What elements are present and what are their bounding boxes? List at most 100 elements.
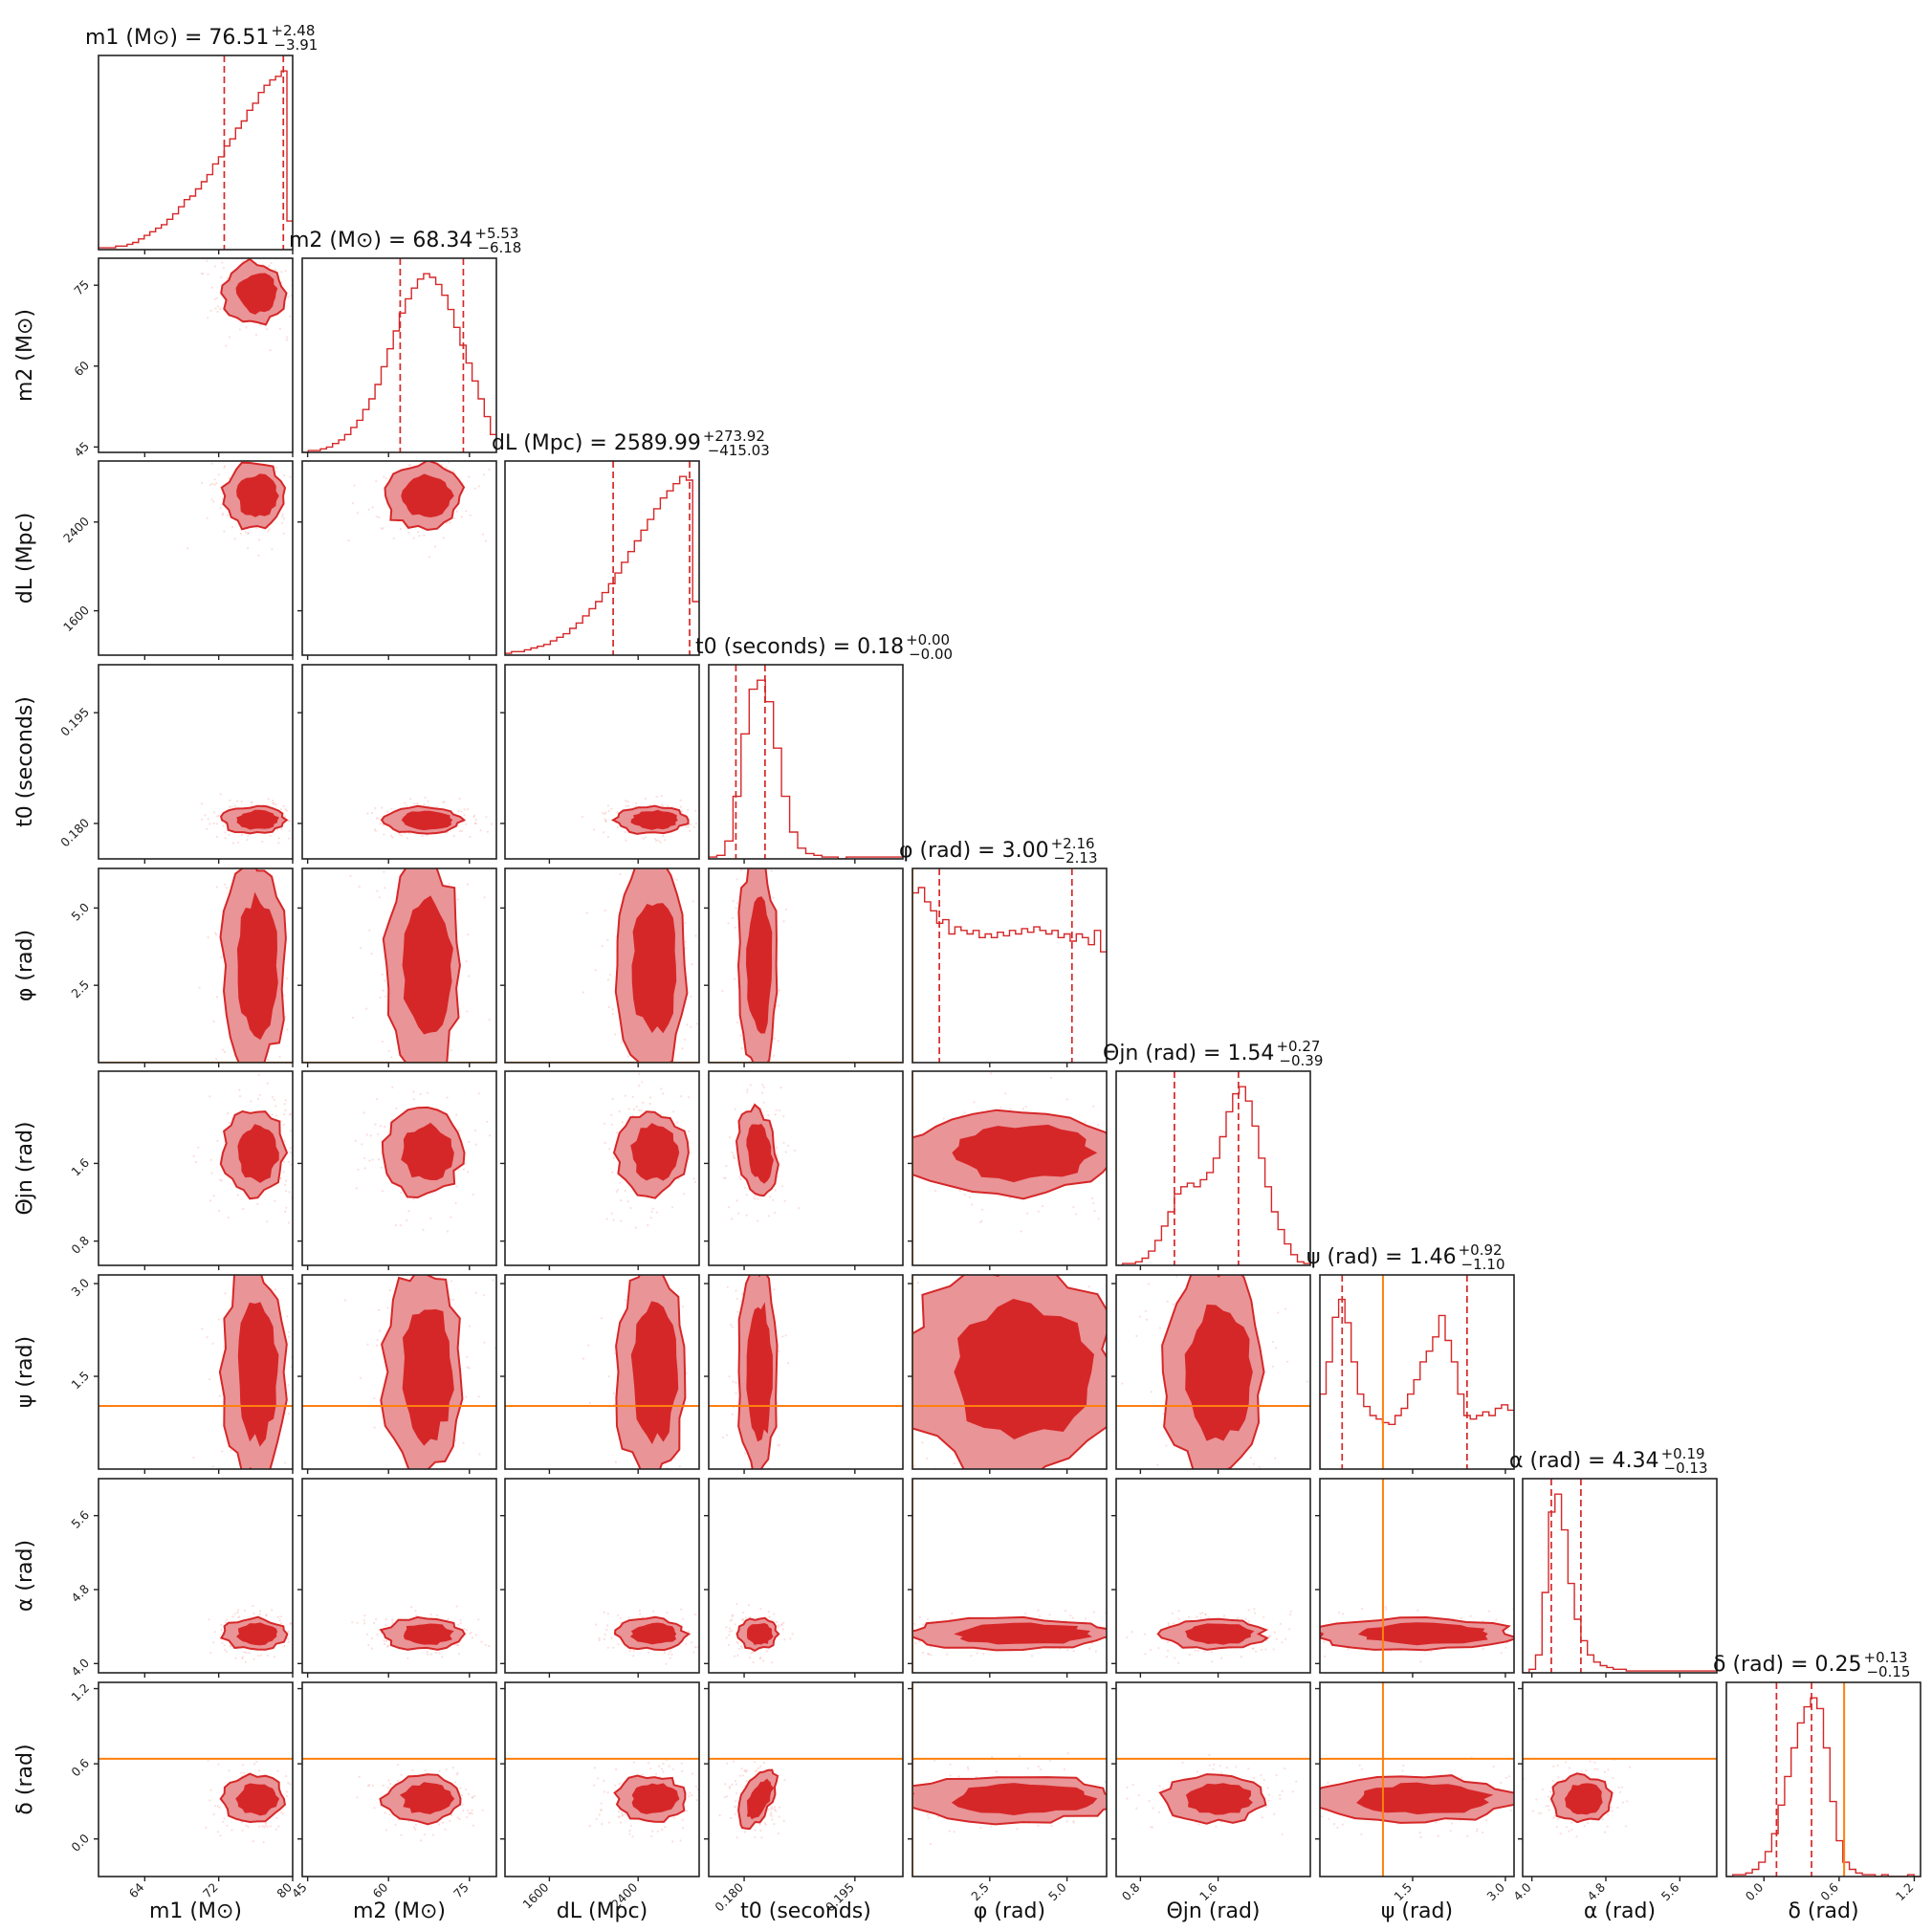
scatter-point [252,1604,254,1608]
scatter-point [223,1644,226,1647]
scatter-point [669,1657,671,1659]
scatter-point [449,521,451,524]
panel-delta-vs-dL: 1600 2400 [500,1681,700,1912]
scatter-point [731,1783,734,1786]
scatter-point [382,823,384,826]
scatter-point [274,1195,275,1197]
scatter-point [307,1377,309,1379]
scatter-point [258,1825,261,1828]
panel-t0-vs-m2 [297,664,497,864]
scatter-point [204,457,206,459]
contour-inner [954,1622,1092,1645]
scatter-point [469,835,472,839]
scatter-point [769,1813,772,1816]
scatter-point [1283,1637,1284,1639]
scatter-point [298,1771,300,1773]
scatter-point [651,1207,654,1210]
scatter-point [217,1474,219,1476]
scatter-point [220,955,223,959]
scatter-point [726,1285,729,1288]
panel-phi-vs-dL [500,803,700,1067]
scatter-point [1072,1650,1075,1653]
scatter-point [783,1199,786,1202]
scatter-point [729,850,731,852]
scatter-point [216,1831,219,1833]
scatter-point [927,1816,930,1819]
scatter-point [778,1004,780,1007]
panel-frame [504,664,700,860]
scatter-point [460,516,463,518]
scatter-point [754,1194,757,1197]
scatter-point [648,1494,650,1496]
scatter-point [379,1329,382,1332]
scatter-point [1037,1210,1040,1213]
scatter-point [370,953,373,955]
y-tick-label: 2.5 [68,977,92,1001]
scatter-point [388,847,390,849]
scatter-point [775,1109,778,1111]
scatter-point [731,1151,734,1154]
panel-alpha-vs-alpha [1522,1478,1718,1678]
scatter-point [859,1144,861,1146]
panel-alpha-vs-theta_jn [1111,1478,1311,1678]
scatter-point [1052,1492,1054,1494]
scatter-point [873,1636,875,1637]
scatter-point [417,450,419,451]
scatter-point [689,823,692,826]
scatter-point [1226,1248,1228,1250]
scatter-point [447,1617,450,1620]
panel-frame [98,460,294,656]
scatter-point [1557,1637,1559,1639]
scatter-point [1311,1638,1313,1640]
scatter-point [720,816,722,818]
scatter-point [1294,1617,1296,1619]
scatter-point [209,1651,212,1655]
scatter-point [414,1610,417,1613]
scatter-point [862,1346,864,1348]
histogram-phi [912,887,1107,1063]
contour-inner [236,809,279,830]
scatter-point [206,516,209,519]
scatter-point [1084,1512,1086,1514]
scatter-point [739,1645,743,1648]
panel-frame [98,55,294,251]
scatter-point [616,1188,620,1191]
scatter-point [371,1158,374,1161]
scatter-point [1167,1622,1170,1625]
scatter-point [466,1366,469,1369]
scatter-point [299,1804,301,1806]
scatter-point [1247,1620,1250,1623]
scatter-point [252,1612,255,1614]
y-tick-label: 0.0 [68,1831,92,1855]
scatter-point [472,816,475,819]
scatter-point [1185,1515,1187,1517]
scatter-point [366,812,369,815]
scatter-point [1113,1792,1115,1794]
scatter-point [418,535,421,538]
scatter-point [695,1799,698,1802]
scatter-point [773,1037,776,1040]
x-tick-label: 1600 [519,1879,551,1911]
panel-frame [98,257,294,453]
scatter-point [343,1299,346,1302]
scatter-point [878,1630,880,1632]
scatter-point [226,1824,229,1827]
scatter-point [440,855,442,857]
scatter-point [684,940,687,943]
scatter-point [759,1657,762,1659]
scatter-point [781,1335,784,1338]
scatter-point [474,1291,477,1294]
scatter-point [216,815,219,818]
scatter-point [1172,1622,1175,1625]
scatter-point [606,978,610,981]
scatter-point [757,1219,759,1222]
scatter-point [592,828,596,831]
scatter-point [733,1655,736,1658]
scatter-point [951,1612,954,1615]
scatter-point [672,803,674,805]
scatter-point [589,807,591,809]
scatter-point [881,1810,883,1811]
scatter-point [442,801,445,803]
scatter-point [209,455,210,457]
scatter-point [473,1794,476,1797]
